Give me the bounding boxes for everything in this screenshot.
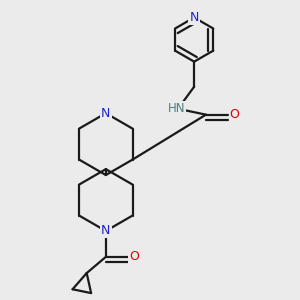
Text: O: O: [130, 250, 139, 263]
Text: O: O: [230, 108, 239, 121]
Text: HN: HN: [168, 102, 185, 115]
Text: N: N: [101, 224, 110, 238]
Text: N: N: [190, 11, 199, 24]
Text: N: N: [101, 107, 110, 120]
